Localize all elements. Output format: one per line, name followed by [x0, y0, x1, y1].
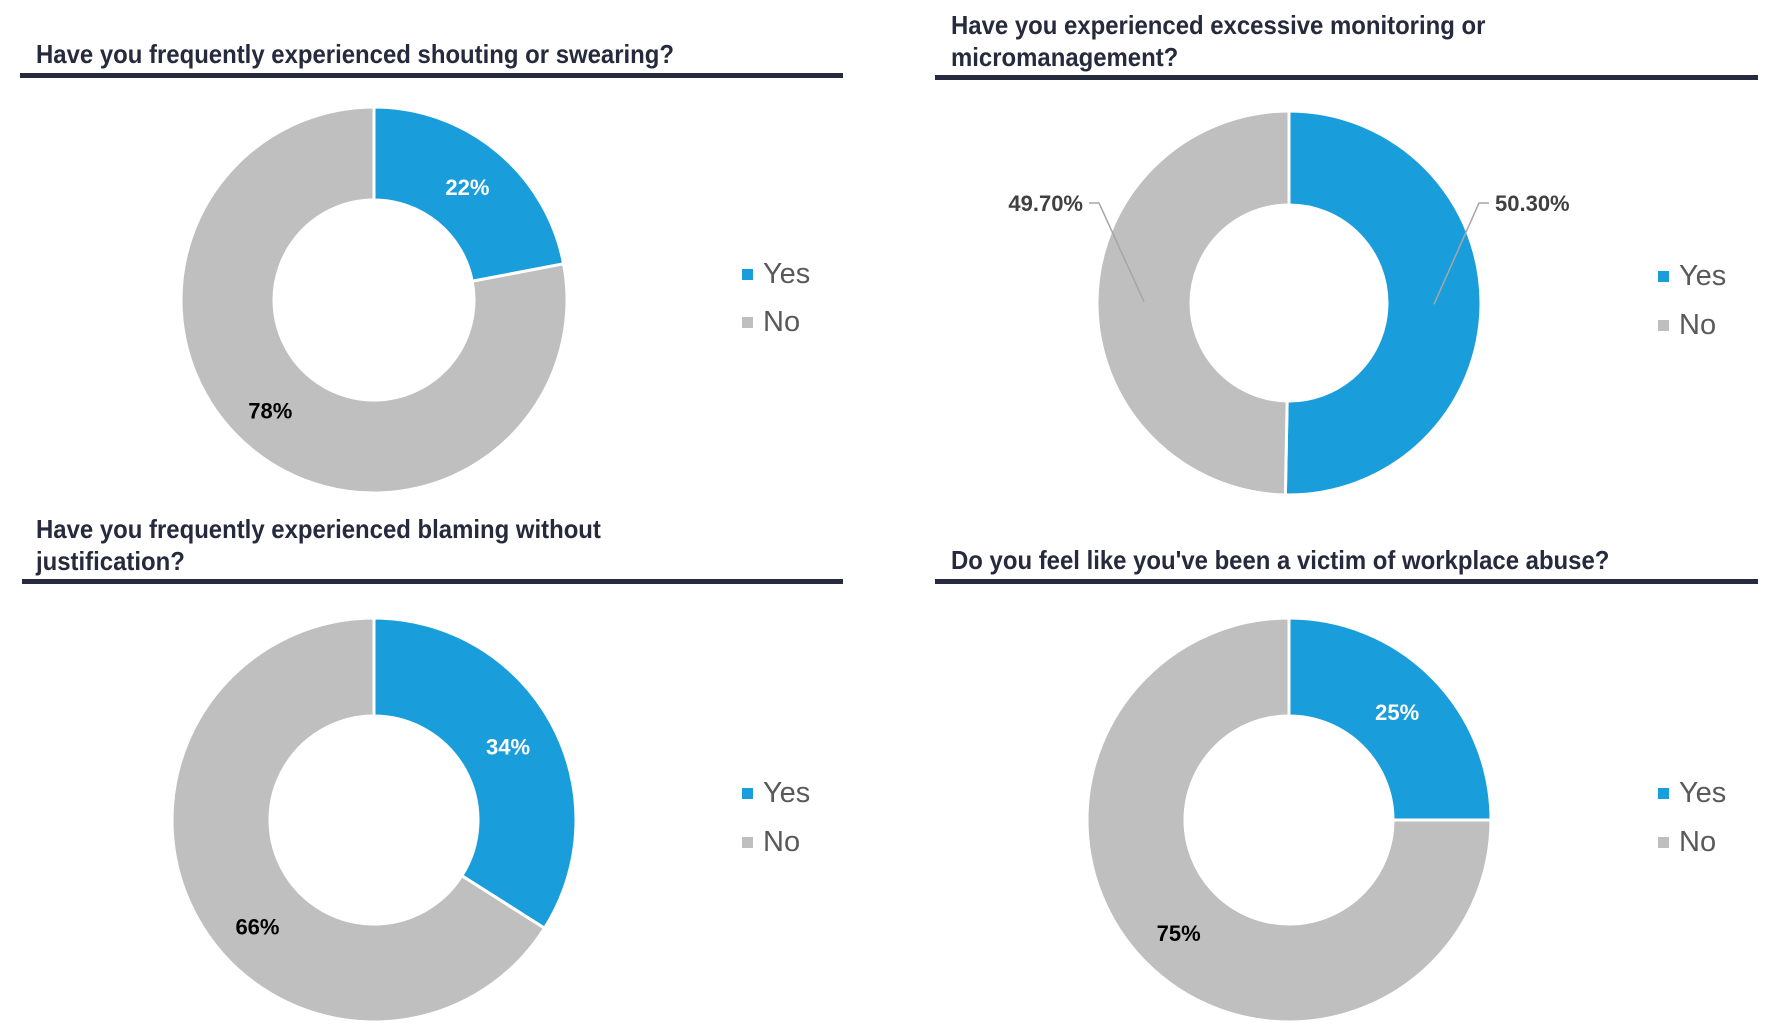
legend-no-label: No: [1679, 826, 1717, 858]
chart3-legend-no: No: [742, 826, 800, 859]
chart3-title-rule: [22, 579, 843, 584]
chart2-title-line1: Have you experienced excessive monitorin…: [951, 10, 1486, 40]
data-label-no: 49.70%: [1008, 191, 1083, 216]
donut-slice-no: [179, 105, 569, 495]
legend-yes-label: Yes: [1679, 777, 1727, 809]
chart3-title-line1: Have you frequently experienced blaming …: [36, 514, 601, 544]
data-label-yes: 22%: [445, 175, 489, 200]
chart2-donut: 50.30% 49.70%: [1008, 109, 1570, 497]
donut-slice-no: [170, 616, 547, 1024]
donut-slice-no: [1085, 616, 1493, 1024]
donut-slice-no: [1095, 109, 1291, 497]
leader-line-no: [1089, 202, 1145, 302]
chart1-donut: 22% 78%: [179, 105, 569, 495]
chart1-legend-no: No: [742, 306, 800, 339]
donut-slice-yes: [1283, 109, 1483, 497]
chart4-title: Do you feel like you've been a victim of…: [951, 545, 1610, 575]
legend-no-label: No: [763, 826, 801, 858]
legend-yes-label: Yes: [763, 777, 811, 809]
chart3-donut: 34% 66%: [170, 616, 578, 1024]
chart1-legend-yes: Yes: [742, 258, 810, 291]
data-label-no: 75%: [1157, 921, 1201, 946]
chart2-title-rule: [935, 75, 1758, 80]
chart1-title: Have you frequently experienced shouting…: [36, 39, 675, 69]
chart4-legend-yes: Yes: [1658, 777, 1726, 810]
chart3-legend-yes: Yes: [742, 777, 810, 810]
legend-yes-swatch: [742, 269, 753, 280]
legend-yes-swatch: [742, 788, 753, 799]
legend-no-swatch: [1658, 320, 1669, 331]
legend-yes-label: Yes: [763, 258, 811, 290]
chart4-legend-no: No: [1658, 826, 1716, 859]
chart2-title-line2: micromanagement?: [951, 42, 1179, 72]
donut-slice-yes: [1287, 616, 1493, 822]
legend-yes-swatch: [1658, 271, 1669, 282]
legend-no-swatch: [1658, 837, 1669, 848]
data-label-no: 66%: [235, 915, 279, 940]
data-label-no: 78%: [248, 398, 292, 423]
chart4-title-rule: [935, 579, 1758, 584]
chart4-donut: 25% 75%: [1085, 616, 1493, 1024]
legend-no-swatch: [742, 317, 753, 328]
chart3-title-line2: justification?: [36, 546, 185, 576]
donut-slice-yes: [372, 616, 578, 931]
chart2-legend-no: No: [1658, 309, 1716, 342]
leader-line-yes: [1433, 202, 1489, 305]
data-label-yes: 25%: [1375, 700, 1419, 725]
legend-no-swatch: [742, 837, 753, 848]
chart1-title-rule: [20, 73, 843, 78]
legend-no-label: No: [1679, 309, 1717, 341]
data-label-yes: 34%: [486, 734, 530, 759]
legend-no-label: No: [763, 306, 801, 338]
legend-yes-swatch: [1658, 788, 1669, 799]
legend-yes-label: Yes: [1679, 260, 1727, 292]
chart2-legend-yes: Yes: [1658, 260, 1726, 293]
donut-slice-yes: [372, 105, 566, 284]
data-label-yes: 50.30%: [1495, 191, 1570, 216]
